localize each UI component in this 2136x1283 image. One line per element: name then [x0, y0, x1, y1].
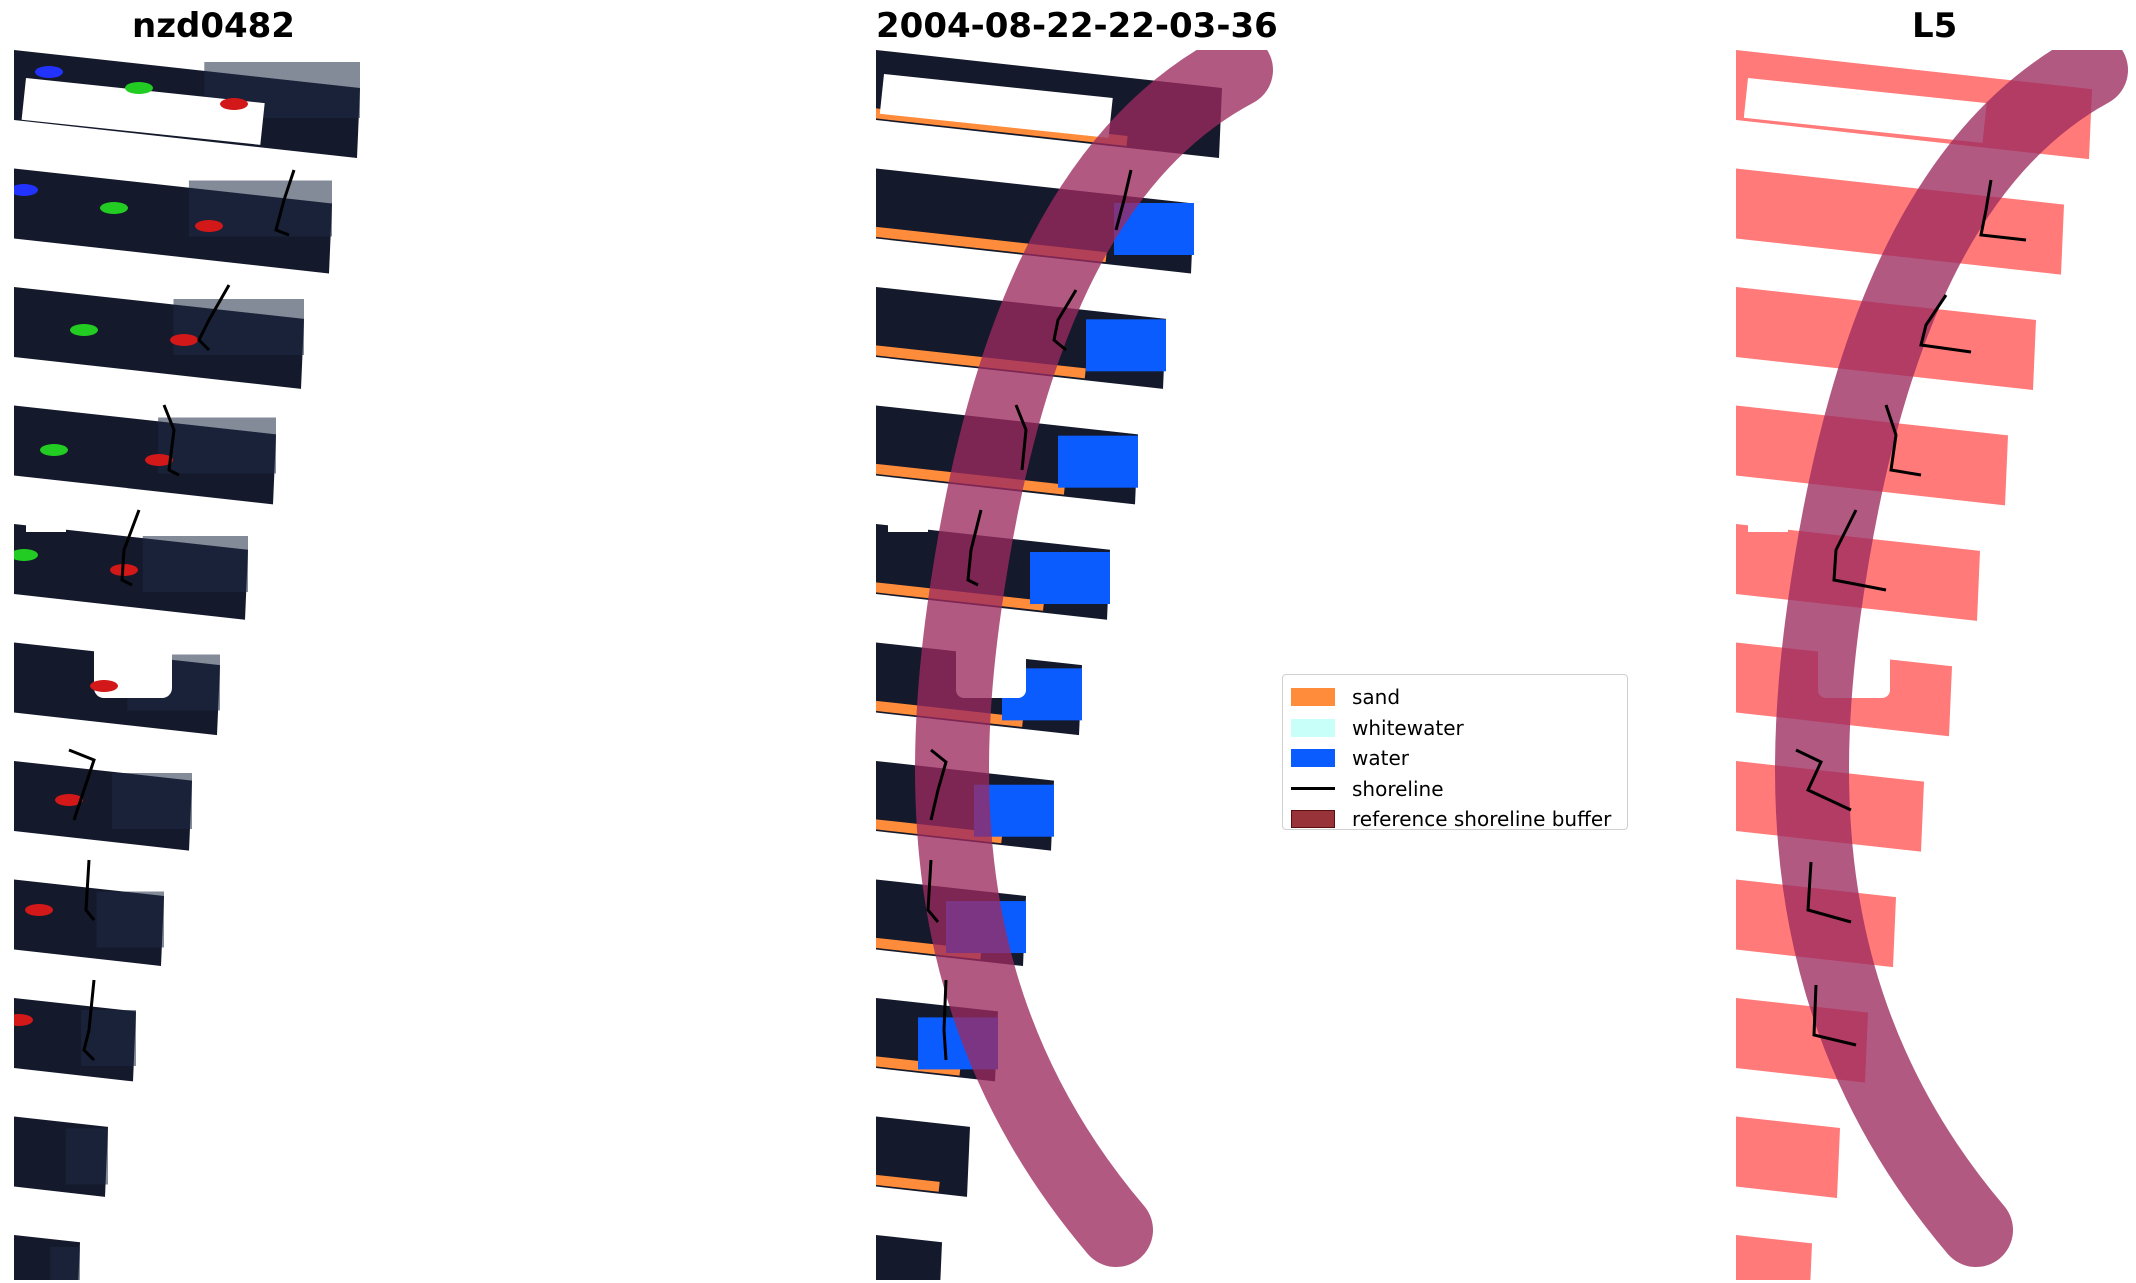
- shoreline-line: [1014, 404, 1028, 471]
- water-region: [1086, 319, 1166, 372]
- shoreline-line: [274, 169, 296, 237]
- colour-glint: [100, 202, 128, 214]
- shoreline-line: [1979, 179, 2027, 242]
- colour-glint: [125, 82, 153, 94]
- colour-glint: [35, 66, 63, 78]
- legend-item-sand: sand: [1291, 682, 1619, 713]
- shoreline-line: [1806, 861, 1852, 924]
- shoreline-line: [162, 404, 180, 477]
- shoreline-line: [966, 509, 983, 587]
- shoreline-line-key: [1291, 787, 1335, 791]
- water-region: [142, 536, 248, 592]
- cloud-mask-panel: [1736, 50, 2128, 1280]
- sand-band: [876, 1174, 940, 1192]
- shoreline-line: [1795, 748, 1852, 812]
- sand-swatch: [1291, 688, 1335, 707]
- buffer-swatch: [1291, 810, 1335, 829]
- legend-item-whitewater: whitewater: [1291, 713, 1619, 744]
- cloud-gap: [21, 78, 265, 145]
- colour-glint: [14, 549, 38, 561]
- mask-strip: [1736, 1235, 1812, 1280]
- reference-shoreline-buffer: [915, 50, 1273, 1267]
- shoreline-line: [1832, 509, 1887, 592]
- shoreline-line: [84, 859, 96, 921]
- shoreline-line: [929, 748, 948, 821]
- reference-shoreline-buffer: [1775, 50, 2128, 1267]
- water-region: [158, 417, 276, 474]
- water-region: [1058, 435, 1138, 488]
- whitewater-swatch: [1291, 718, 1335, 737]
- legend-label-whitewater: whitewater: [1352, 715, 1464, 740]
- cloud-gap: [879, 74, 1113, 138]
- shoreline-line: [68, 748, 96, 821]
- classified-image-panel: [876, 50, 1273, 1280]
- water-region: [173, 299, 304, 355]
- water-region: [50, 1247, 80, 1280]
- cloud-gap: [26, 490, 66, 532]
- colour-glint: [55, 794, 83, 806]
- legend-item-shoreline: shoreline: [1291, 774, 1619, 805]
- shoreline-line: [1114, 169, 1133, 231]
- shoreline-line: [942, 979, 948, 1061]
- panel-title-classified: 2004-08-22-22-03-36: [876, 6, 1278, 46]
- legend-label-buffer: reference shoreline buffer: [1352, 807, 1612, 832]
- colour-glint: [90, 680, 118, 692]
- mask-strip: [1736, 1116, 1840, 1198]
- shoreline-line: [197, 284, 231, 352]
- colour-glint: [220, 98, 248, 110]
- colour-glint: [170, 334, 198, 346]
- cloud-gap: [888, 490, 928, 532]
- legend: sand whitewater water shoreline referenc…: [1282, 674, 1628, 831]
- colour-glint: [195, 220, 223, 232]
- shoreline-line: [1919, 294, 1972, 354]
- water-region: [65, 1128, 108, 1185]
- shoreline-line: [1812, 984, 1857, 1047]
- mask-gap: [1743, 78, 1987, 143]
- sand-band: [876, 1055, 961, 1076]
- colour-glint: [70, 324, 98, 336]
- panel-title-mask: L5: [1912, 6, 1958, 46]
- colour-glint: [14, 1014, 33, 1026]
- colour-glint: [40, 444, 68, 456]
- shoreline-line: [1884, 404, 1922, 477]
- water-swatch: [1291, 749, 1335, 768]
- water-region: [1030, 552, 1110, 605]
- image-strip: [876, 1235, 942, 1280]
- shoreline-line: [1052, 289, 1078, 352]
- colour-glint: [14, 184, 38, 196]
- legend-label-water: water: [1352, 746, 1409, 771]
- panel-title-rgb: nzd0482: [132, 6, 295, 46]
- water-region: [96, 891, 164, 948]
- legend-label-shoreline: shoreline: [1352, 776, 1444, 801]
- colour-glint: [145, 454, 173, 466]
- shoreline-line: [926, 859, 940, 923]
- rgb-image-panel: [14, 50, 360, 1280]
- legend-item-buffer: reference shoreline buffer: [1291, 804, 1619, 835]
- mask-gap: [1748, 490, 1788, 532]
- legend-label-sand: sand: [1352, 685, 1401, 710]
- water-region: [111, 773, 192, 829]
- image-strip: [876, 1116, 970, 1197]
- shoreline-line: [120, 509, 141, 587]
- legend-item-water: water: [1291, 743, 1619, 774]
- colour-glint: [25, 904, 53, 916]
- shoreline-line: [82, 979, 96, 1062]
